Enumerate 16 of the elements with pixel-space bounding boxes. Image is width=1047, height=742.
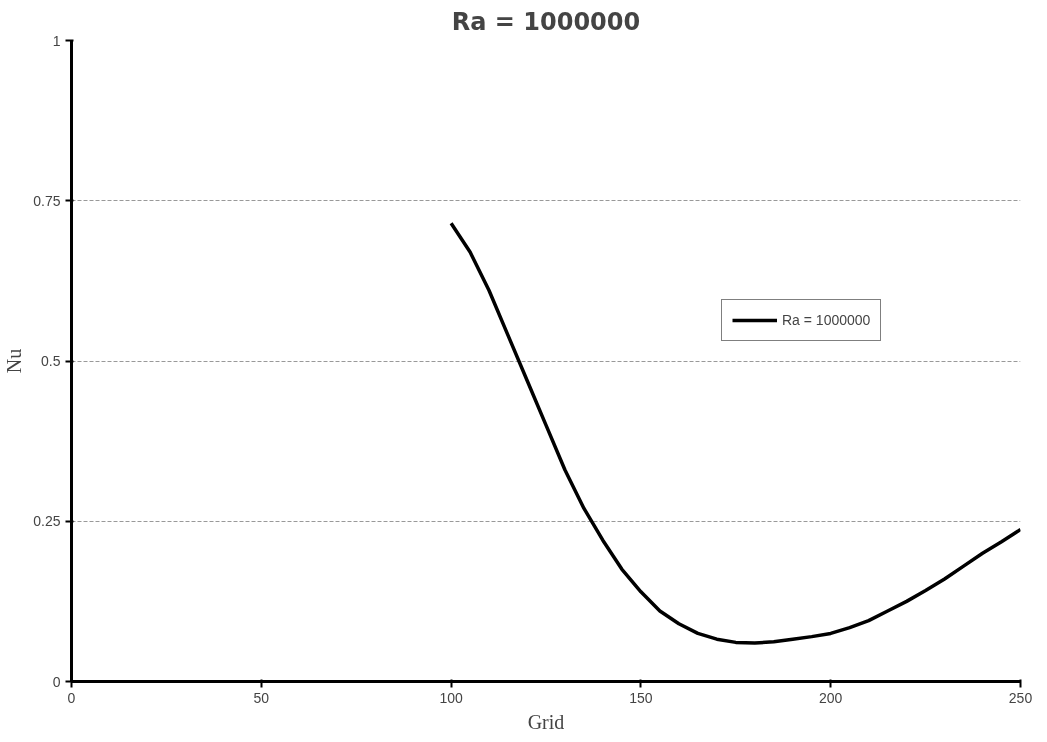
- x-tick-label: 150: [629, 689, 653, 706]
- line-series: [449, 221, 1021, 645]
- chart-title: Ra = 1000000: [451, 7, 641, 36]
- x-axis-title: Grid: [527, 710, 565, 733]
- x-tick-label: 200: [819, 689, 843, 706]
- x-tick-label: 100: [439, 689, 463, 706]
- y-tick-label: 0: [52, 673, 61, 690]
- x-tick-label: 0: [67, 689, 76, 706]
- y-tick-label: 0.25: [33, 513, 61, 530]
- y-tick-label: 1: [52, 32, 61, 49]
- legend-label: Ra = 1000000: [782, 312, 871, 328]
- y-tick-label: 0.75: [33, 192, 61, 209]
- x-tick-label: 250: [1008, 689, 1033, 706]
- y-tick-label: 0.5: [41, 353, 61, 369]
- x-tick-label: 50: [253, 689, 270, 706]
- y-axis-title: Nu: [3, 348, 26, 374]
